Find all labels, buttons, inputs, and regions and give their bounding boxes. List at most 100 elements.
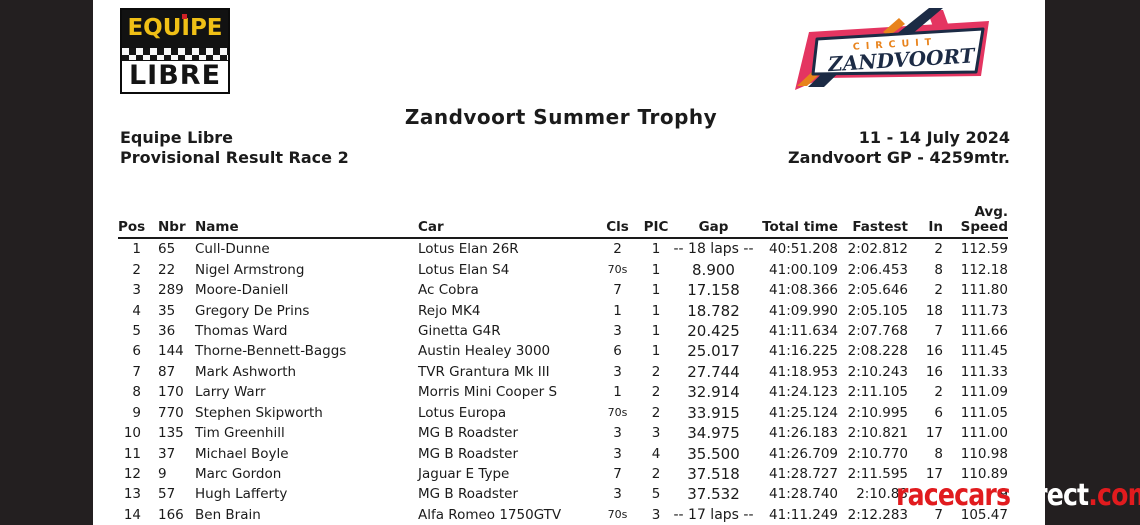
cell-in: 6 (934, 404, 943, 421)
cell-pos: 14 (123, 506, 141, 523)
cell-car: Morris Mini Cooper S (418, 384, 558, 401)
results-table-header: Pos Nbr Name Car Cls PIC Gap Total time … (118, 205, 1008, 239)
cell-gap: 35.500 (687, 444, 740, 463)
col-header-cls: Cls (606, 219, 629, 235)
cell-speed: 111.73 (960, 302, 1008, 319)
cell-pos: 13 (123, 486, 141, 503)
cell-pos: 9 (132, 404, 141, 421)
col-header-avg-line1: Avg. (974, 204, 1008, 220)
result-sheet-page: EQUIPE LIBRE CIRCUIT ZANDVOORT Zandvoort… (93, 0, 1045, 525)
cell-car: MG B Roadster (418, 425, 519, 442)
cell-pos: 6 (132, 343, 141, 360)
result-subtitle: Provisional Result Race 2 (120, 148, 349, 167)
cell-name: Moore-Daniell (195, 282, 289, 299)
cell-car: Ac Cobra (418, 282, 479, 299)
equipe-logo-checker-band (122, 47, 228, 61)
cell-cls: 2 (613, 241, 622, 258)
cell-in: 16 (925, 343, 943, 360)
table-row: 9 770 Stephen Skipworth Lotus Europa 70s 2 33.… (118, 403, 1008, 423)
cell-nbr: 37 (158, 445, 176, 462)
organizer-name: Equipe Libre (120, 128, 234, 147)
cell-fastest: 2:10.770 (847, 445, 908, 462)
cell-total: 41:18.953 (769, 363, 838, 380)
cell-total: 40:51.208 (769, 241, 838, 258)
cell-speed: 111.05 (960, 404, 1008, 421)
racecarsdirect-watermark: racecarsdirect.com (896, 481, 1140, 511)
cell-name: Ben Brain (195, 506, 261, 523)
cell-car: Lotus Europa (418, 404, 507, 421)
cell-in: 16 (925, 363, 943, 380)
cell-pic: 1 (651, 302, 661, 319)
organizer-block: Equipe Libre Provisional Result Race 2 (120, 128, 349, 168)
col-header-avg-line2: Speed (960, 219, 1008, 235)
cell-nbr: 22 (158, 261, 176, 278)
cell-nbr: 770 (158, 404, 184, 421)
col-header-pos: Pos (118, 219, 146, 235)
cell-in: 8 (934, 445, 943, 462)
table-row: 5 36 Thomas Ward Ginetta G4R 3 1 20.425 41:11.6… (118, 321, 1008, 341)
cell-pic: 2 (651, 404, 661, 421)
cell-nbr: 9 (158, 466, 167, 483)
col-header-fastest: Fastest (852, 219, 908, 235)
cell-fastest: 2:12.283 (847, 506, 908, 523)
cell-gap: 20.425 (687, 321, 740, 340)
cell-name: Thomas Ward (195, 322, 288, 339)
cell-name: Stephen Skipworth (195, 404, 323, 421)
cell-cls: 70s (607, 508, 628, 522)
table-row: 6 144 Thorne-Bennett-Baggs Austin Healey 30… (118, 341, 1008, 361)
cell-pos: 11 (123, 445, 141, 462)
cell-pic: 1 (651, 282, 661, 299)
table-row: 4 35 Gregory De Prins Rejo MK4 1 1 18.782 41:09… (118, 300, 1008, 320)
cell-nbr: 35 (158, 302, 176, 319)
cell-pic: 1 (651, 241, 661, 258)
cell-pic: 5 (651, 486, 661, 503)
cell-total: 41:26.183 (769, 425, 838, 442)
cell-cls: 3 (613, 445, 622, 462)
track-info: Zandvoort GP - 4259mtr. (788, 148, 1010, 167)
cell-pic: 2 (651, 384, 661, 401)
cell-fastest: 2:10.995 (847, 404, 908, 421)
cell-pos: 4 (132, 302, 141, 319)
results-table: Pos Nbr Name Car Cls PIC Gap Total time … (118, 205, 1008, 525)
cell-total: 41:26.709 (769, 445, 838, 462)
cell-car: TVR Grantura Mk III (418, 363, 550, 380)
cell-total: 41:00.109 (769, 261, 838, 278)
cell-name: Tim Greenhill (195, 425, 285, 442)
cell-total: 41:28.727 (769, 466, 838, 483)
watermark-part3: .com (1088, 478, 1140, 513)
cell-total: 41:08.366 (769, 282, 838, 299)
table-row: 2 22 Nigel Armstrong Lotus Elan S4 70s 1 8.900… (118, 259, 1008, 279)
cell-fastest: 2:11.105 (847, 384, 908, 401)
cell-pos: 5 (132, 322, 141, 339)
cell-fastest: 2:08.228 (847, 343, 908, 360)
cell-in: 2 (934, 241, 943, 258)
cell-speed: 105.47 (960, 506, 1008, 523)
cell-car: Rejo MK4 (418, 302, 481, 319)
cell-name: Marc Gordon (195, 466, 282, 483)
cell-speed: 111.66 (960, 322, 1008, 339)
cell-car: Lotus Elan 26R (418, 241, 519, 258)
cell-total: 41:25.124 (769, 404, 838, 421)
cell-speed: 110.98 (960, 445, 1008, 462)
cell-name: Larry Warr (195, 384, 266, 401)
results-table-body: 1 65 Cull-Dunne Lotus Elan 26R 2 1 -- 18 laps … (118, 239, 1008, 525)
cell-gap: 37.518 (687, 465, 740, 484)
cell-pos: 12 (123, 466, 141, 483)
col-header-name: Name (195, 219, 239, 235)
cell-fastest: 2:10.821 (847, 425, 908, 442)
cell-nbr: 289 (158, 282, 184, 299)
cell-speed: 110.89 (960, 466, 1008, 483)
watermark-part1: racecars (896, 478, 1011, 513)
cell-speed: 111.33 (960, 363, 1008, 380)
cell-in: 8 (934, 261, 943, 278)
table-row: 3 289 Moore-Daniell Ac Cobra 7 1 17.158 41:08.3… (118, 280, 1008, 300)
cell-in: 7 (934, 506, 943, 523)
cell-total: 41:09.990 (769, 302, 838, 319)
cell-pos: 8 (132, 384, 141, 401)
cell-car: Jaguar E Type (418, 466, 510, 483)
cell-cls: 70s (607, 406, 628, 420)
cell-car: MG B Roadster (418, 486, 519, 503)
cell-fastest: 2:10.83 (856, 486, 908, 503)
cell-fastest: 2:06.453 (847, 261, 908, 278)
cell-name: Hugh Lafferty (195, 486, 288, 503)
